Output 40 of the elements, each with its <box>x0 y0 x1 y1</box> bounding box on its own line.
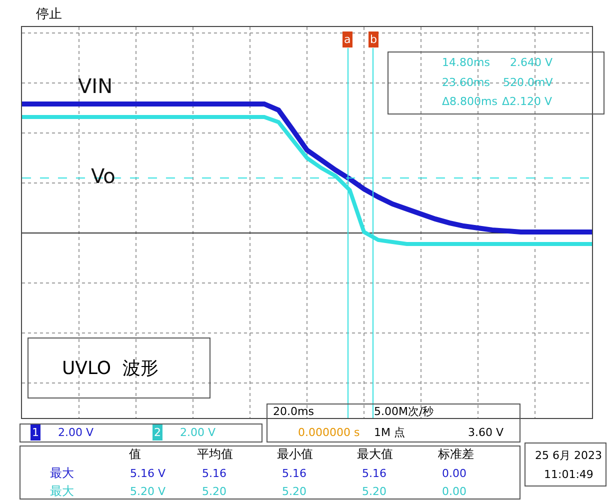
text: 2.640 V <box>510 56 553 69</box>
annotation: Δ2.120 V <box>502 95 553 108</box>
text: 5.20 <box>362 485 386 498</box>
text: 最大 <box>50 466 74 480</box>
text: 2.00 V <box>58 426 94 439</box>
text: 最大 <box>50 484 74 498</box>
text: 0.00 <box>442 467 466 480</box>
text: 11:01:49 <box>544 468 594 481</box>
text: 最小值 <box>277 447 313 461</box>
text: b <box>370 33 377 46</box>
text: 3.60 V <box>468 426 504 439</box>
text: 5.00M次/秒 <box>374 405 434 418</box>
text: 2 <box>154 426 161 439</box>
text: 5.16 <box>202 467 226 480</box>
text: 最大值 <box>357 447 393 461</box>
text: 5.16 V <box>130 467 166 480</box>
text: 25 6月 2023 <box>535 449 602 462</box>
text: 23.60ms <box>442 76 490 89</box>
text: 标准差 <box>437 447 474 461</box>
text: 5.16 <box>362 467 386 480</box>
text: a <box>344 33 351 46</box>
annotation: Δ8.800ms <box>442 95 498 108</box>
text: 5.20 <box>282 485 306 498</box>
text: 1M 点 <box>374 426 405 439</box>
text: UVLO 波形 <box>62 358 158 379</box>
text: 2.00 V <box>180 426 216 439</box>
text: 停止 <box>36 7 62 22</box>
text: 0.000000 s <box>298 426 360 439</box>
text: 值 <box>129 447 141 461</box>
text: 5.16 <box>282 467 306 480</box>
text: 1 <box>32 426 39 439</box>
text: 5.20 V <box>130 485 166 498</box>
text: 520.0mV <box>503 76 554 89</box>
text: 平均值 <box>197 447 233 461</box>
text: 14.80ms <box>442 56 490 69</box>
text: 0.00 <box>442 485 466 498</box>
text: 5.20 <box>202 485 226 498</box>
text: Vo <box>91 164 116 188</box>
text: 20.0ms <box>273 405 314 418</box>
series-label: VIN <box>78 74 113 98</box>
